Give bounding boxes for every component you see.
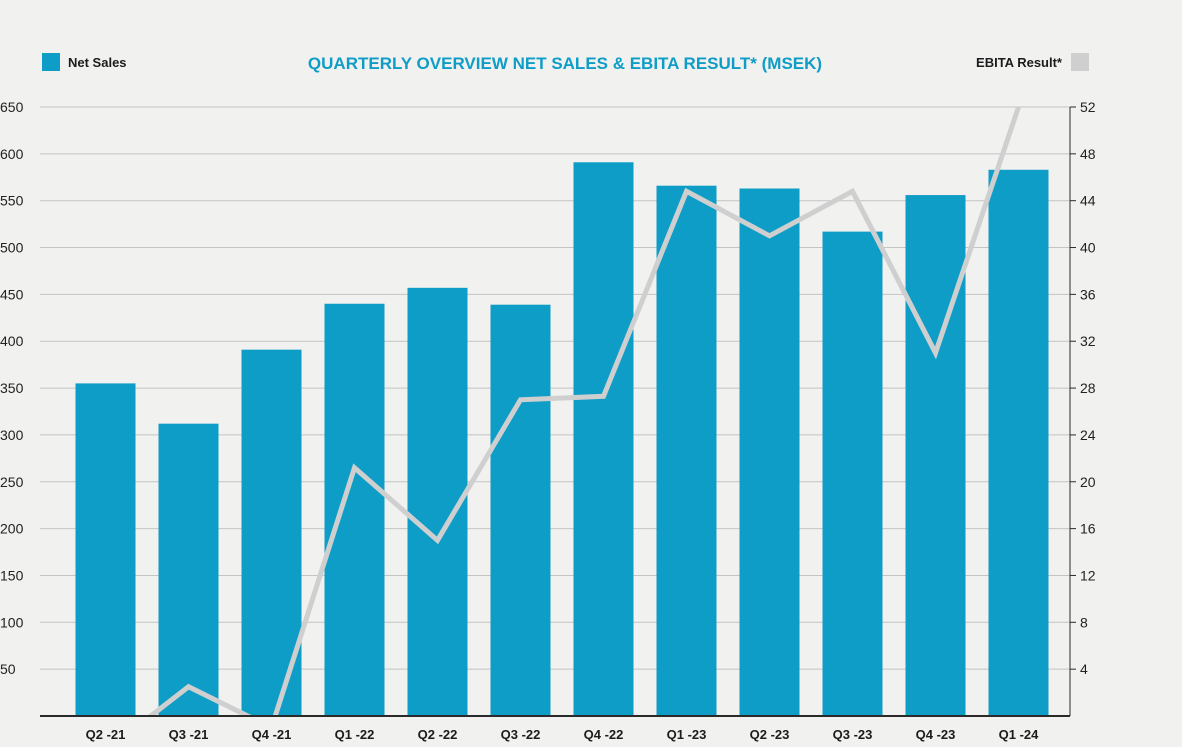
legend-swatch-ebita [1071,53,1089,71]
x-tick-label: Q3 -22 [501,727,541,742]
chart-title: QUARTERLY OVERVIEW NET SALES & EBITA RES… [308,54,822,73]
y-right-tick-label: 36 [1080,286,1096,302]
y-right-tick-label: 20 [1080,474,1096,490]
y-right-tick-label: 44 [1080,193,1096,209]
bar-net-sales [241,349,302,716]
x-tick-label: Q4 -21 [252,727,292,742]
bar-net-sales [822,231,883,716]
y-right-tick-label: 4 [1080,661,1088,677]
x-tick-label: Q1 -23 [667,727,707,742]
legend-label-net-sales: Net Sales [68,55,127,70]
y-right-tick-label: 52 [1080,99,1096,115]
y-left-tick-label: 600 [0,146,24,162]
y-left-tick-label: 350 [0,380,24,396]
y-left-tick-label: 450 [0,286,24,302]
legend-swatch-net-sales [42,53,60,71]
y-right-tick-label: 32 [1080,333,1096,349]
y-left-tick-label: 250 [0,474,24,490]
bars-layer [75,162,1049,717]
y-right-tick-label: 40 [1080,240,1096,256]
bar-net-sales [158,423,219,716]
ebita-line-layer [146,106,1021,716]
legend-label-ebita: EBITA Result* [976,55,1063,70]
bar-net-sales [490,304,551,716]
y-left-tick-label: 100 [0,614,24,630]
x-tick-label: Q3 -21 [169,727,209,742]
header-layer: Net Sales QUARTERLY OVERVIEW NET SALES &… [42,53,1089,73]
y-left-tick-label: 200 [0,521,24,537]
x-tick-label: Q4 -23 [916,727,956,742]
x-tick-label: Q3 -23 [833,727,873,742]
x-tick-label: Q1 -22 [335,727,375,742]
y-right-tick-label: 16 [1080,521,1096,537]
line-ebita-result [146,106,1021,716]
y-right-tick-label: 8 [1080,614,1088,630]
y-right-tick-label: 12 [1080,567,1096,583]
labels-layer: 5010015020025030035040045050055060065048… [0,99,1096,742]
y-left-tick-label: 650 [0,99,24,115]
y-left-tick-label: 300 [0,427,24,443]
bar-net-sales [573,162,634,717]
bar-net-sales [739,188,800,716]
y-right-tick-label: 24 [1080,427,1096,443]
y-left-tick-label: 50 [0,661,16,677]
axes-layer [40,106,1076,717]
bar-net-sales [905,195,966,716]
x-tick-label: Q1 -24 [999,727,1040,742]
y-left-tick-label: 150 [0,567,24,583]
x-tick-label: Q2 -22 [418,727,458,742]
y-left-tick-label: 400 [0,333,24,349]
bar-net-sales [656,185,717,716]
x-tick-label: Q2 -21 [86,727,126,742]
x-tick-label: Q2 -23 [750,727,790,742]
y-left-tick-label: 500 [0,240,24,256]
bar-net-sales [324,303,385,716]
y-right-tick-label: 48 [1080,146,1096,162]
bar-net-sales [988,169,1049,716]
bar-net-sales [75,383,136,716]
y-right-tick-label: 28 [1080,380,1096,396]
y-left-tick-label: 550 [0,193,24,209]
x-tick-label: Q4 -22 [584,727,624,742]
